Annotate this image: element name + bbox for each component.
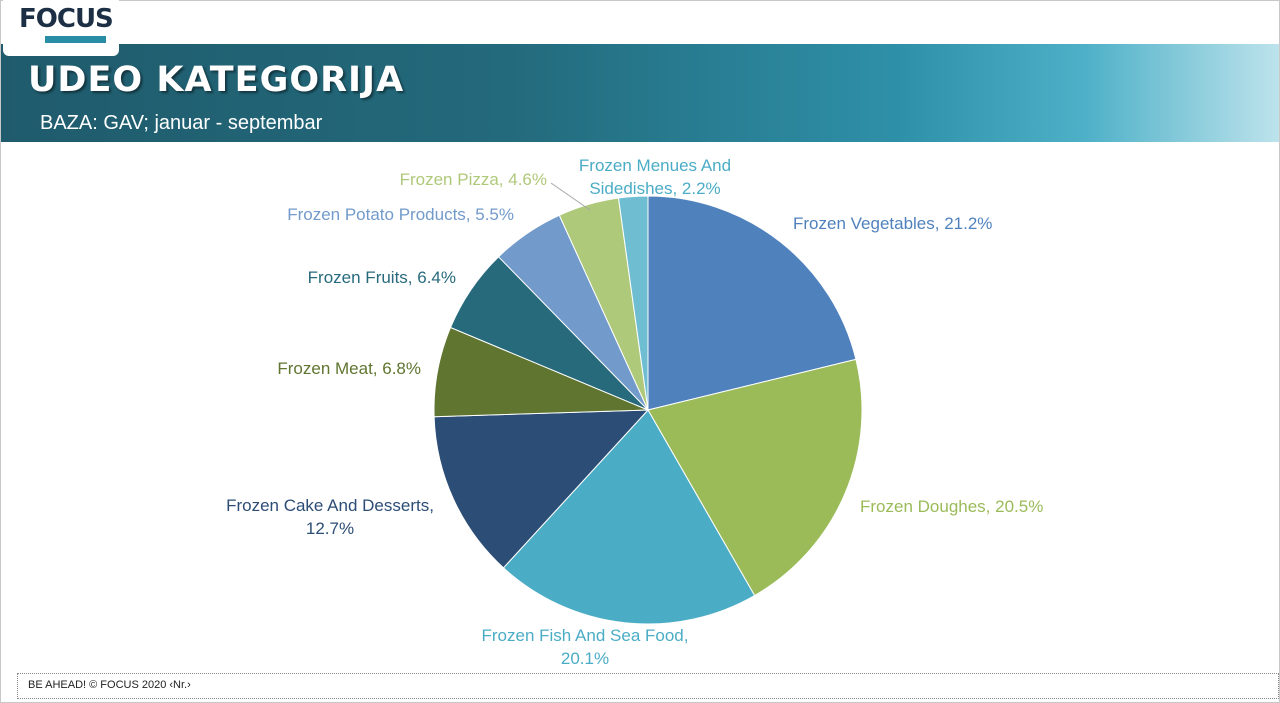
data-label-frozen-fruits: Frozen Fruits, 6.4% [308,268,456,287]
pie-slice-frozen-fish-and-sea-food [502,409,756,625]
slide-title: UDEO KATEGORIJA [28,60,405,100]
footer-text: BE AHEAD! © FOCUS 2020 ‹Nr.› [28,679,191,691]
data-label-frozen-potato-products: Frozen Potato Products, 5.5% [287,205,514,224]
data-label-frozen-fish-and-sea-food: Frozen Fish And Sea Food, 20.1% [482,626,689,668]
slide-subtitle: BAZA: GAV; januar - septembar [40,112,323,134]
data-label-frozen-vegetables: Frozen Vegetables, 21.2% [793,214,992,233]
logo-box: FOCUS [3,0,119,56]
footer-box: BE AHEAD! © FOCUS 2020 ‹Nr.› [17,673,1279,699]
pie-slice-frozen-doughes [647,358,863,597]
data-label-frozen-menues-and-sidedishes: Frozen Menues And Sidedishes, 2.2% [579,156,731,198]
pie-slice-frozen-vegetables [647,195,857,411]
data-label-frozen-cake-and-desserts: Frozen Cake And Desserts, 12.7% [226,496,434,538]
leader-line-frozen-pizza [550,182,591,211]
header-band [1,44,1279,142]
focus-logo: FOCUS [19,4,114,34]
data-label-frozen-pizza: Frozen Pizza, 4.6% [400,170,547,189]
data-label-frozen-meat: Frozen Meat, 6.8% [277,359,421,378]
logo-bar [45,36,106,43]
pie-slice-frozen-menues-and-sidedishes [617,195,649,411]
pie-slice-frozen-cake-and-desserts [433,409,650,569]
data-label-frozen-doughes: Frozen Doughes, 20.5% [860,497,1043,516]
